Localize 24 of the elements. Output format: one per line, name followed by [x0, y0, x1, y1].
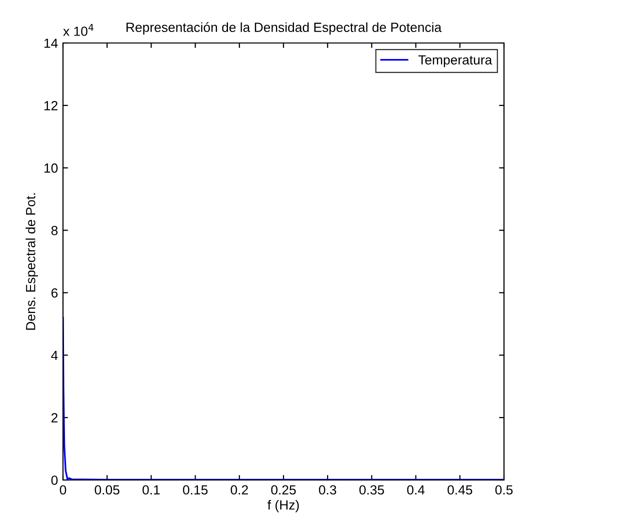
y-tick-label: 6 [51, 288, 58, 298]
y-tick-label: 14 [44, 38, 58, 48]
x-tick-label: 0.1 [142, 485, 160, 495]
x-tick-label: 0.45 [448, 485, 472, 495]
legend-label: Temperatura [418, 55, 492, 68]
y-tick-label: 4 [51, 350, 58, 360]
x-tick-label: 0.05 [94, 485, 120, 495]
y-tick-label: 10 [44, 163, 58, 173]
x-tick-label: 0.35 [359, 485, 384, 495]
y-tick-label: 0 [51, 476, 58, 485]
y-tick-label: 2 [51, 413, 58, 422]
y-tick-label: 8 [51, 226, 58, 236]
x-tick-label: 0.4 [407, 485, 425, 495]
y-axis-title: Dens. Espectral de Pot. [26, 193, 38, 330]
x-tick-label: 0.2 [230, 485, 248, 495]
x-tick-label: 0.3 [318, 485, 336, 495]
x-tick-label: 0.5 [495, 485, 513, 495]
y-tick-label: 12 [44, 100, 58, 110]
x-tick-label: 0.15 [182, 485, 208, 495]
x-axis-title: f (Hz) [268, 500, 299, 512]
x-tick-label: 0 [60, 485, 66, 495]
x-tick-label: 0.25 [271, 485, 296, 495]
chart-title: Representación de la Densidad Espectral de Potencia [126, 22, 442, 35]
text: x 10$^{4}$ [63, 24, 94, 36]
